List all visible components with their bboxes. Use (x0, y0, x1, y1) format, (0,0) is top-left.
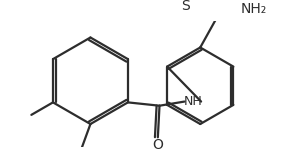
Text: NH₂: NH₂ (240, 2, 267, 16)
Text: O: O (152, 138, 163, 152)
Text: NH: NH (183, 95, 202, 108)
Text: S: S (181, 0, 190, 13)
